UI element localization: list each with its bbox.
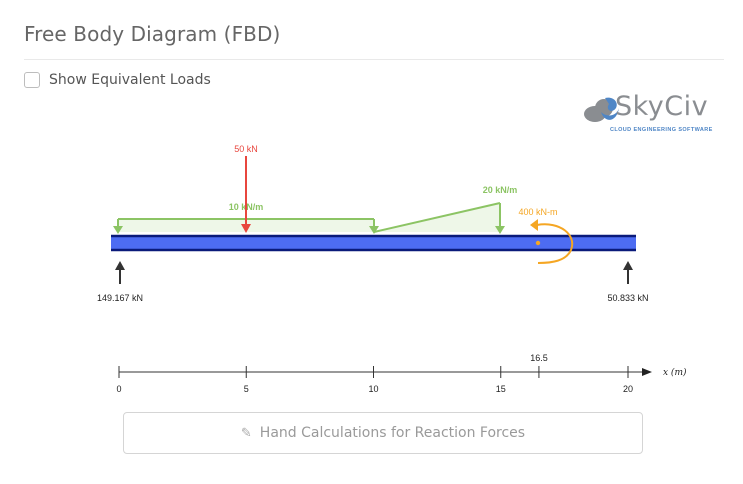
pencil-icon: ✎ (240, 425, 252, 441)
axis-marker-label: 16.5 (530, 353, 548, 363)
reaction-right-label: 50.833 kN (607, 293, 648, 303)
triangular-load-label: 20 kN/m (483, 185, 518, 195)
axis-tick-label: 20 (623, 384, 633, 394)
hand-calculations-button[interactable]: ✎ Hand Calculations for Reaction Forces (123, 412, 643, 454)
point-load-arrow (241, 156, 251, 233)
logo-name: SkyCiv (615, 91, 709, 122)
axis-tick-label: 10 (368, 384, 378, 394)
moment-arrow (530, 219, 574, 264)
axis-tick-label: 15 (496, 384, 506, 394)
x-axis: 0 5 10 15 20 (116, 366, 652, 394)
beam (111, 234, 636, 252)
axis-unit-label: x (m) (663, 367, 687, 378)
page-title: Free Body Diagram (FBD) (24, 22, 281, 46)
triangular-load (373, 202, 505, 234)
show-equivalent-loads-checkbox[interactable] (24, 72, 40, 88)
axis-tick-label: 5 (244, 384, 249, 394)
reaction-left-label: 149.167 kN (97, 293, 143, 303)
skyciv-logo: SkyCiv CLOUD ENGINEERING SOFTWARE (583, 90, 728, 136)
logo-tagline: CLOUD ENGINEERING SOFTWARE (610, 127, 713, 133)
show-equivalent-loads-toggle[interactable]: Show Equivalent Loads (24, 72, 211, 88)
axis-tick-label: 0 (116, 384, 121, 394)
reaction-right-arrow (623, 261, 633, 284)
cloud-icon (584, 97, 619, 122)
free-body-diagram: 10 kN/m 20 kN/m 50 kN 400 kN-m 149.167 k… (97, 144, 687, 394)
reaction-left-arrow (115, 261, 125, 284)
title-divider (24, 59, 724, 60)
moment-label: 400 kN-m (518, 207, 557, 217)
hand-calculations-label: Hand Calculations for Reaction Forces (259, 425, 526, 441)
show-equivalent-loads-label: Show Equivalent Loads (49, 72, 211, 88)
point-load-label: 50 kN (234, 144, 258, 154)
